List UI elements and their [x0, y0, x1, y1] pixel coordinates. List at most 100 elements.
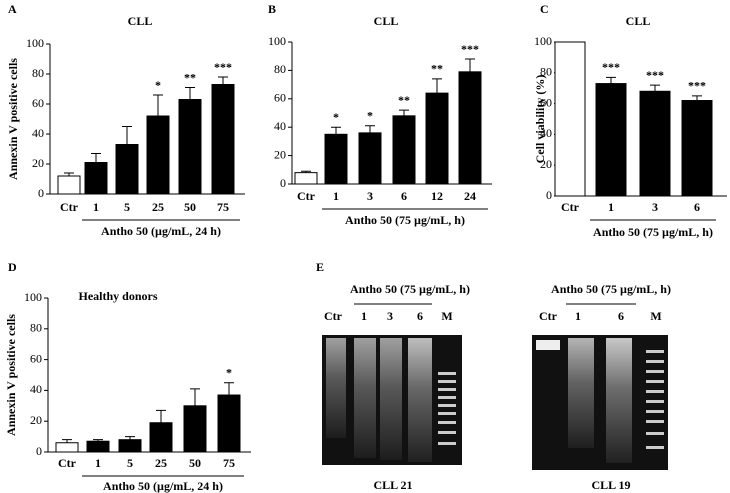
- significance: **: [431, 62, 443, 76]
- lane: [354, 338, 376, 458]
- y-tick-label: 40: [30, 382, 42, 396]
- panel-label: D: [8, 260, 17, 274]
- lane-label: M: [441, 309, 452, 323]
- x-tick-label: 75: [217, 200, 229, 214]
- chart-title: CLL: [626, 14, 651, 28]
- error-bar: [432, 78, 442, 94]
- x-tick-label: Ctr: [58, 456, 77, 470]
- bar: [458, 71, 482, 185]
- x-tick-label: Ctr: [297, 189, 316, 203]
- significance: **: [184, 70, 196, 84]
- bar: [294, 172, 318, 185]
- bar: [358, 132, 382, 185]
- y-tick-label: 40: [540, 126, 552, 140]
- significance: ***: [461, 42, 479, 56]
- bar: [178, 99, 202, 195]
- gel-header: Antho 50 (75 µg/mL, h): [350, 282, 470, 296]
- bar: [118, 439, 142, 453]
- x-tick-label: 75: [223, 456, 235, 470]
- y-tick-label: 0: [38, 186, 44, 200]
- y-tick-label: 20: [274, 147, 286, 161]
- bar: [425, 92, 449, 185]
- bar: [86, 440, 110, 453]
- ladder: [646, 350, 664, 449]
- y-tick-label: 100: [268, 34, 286, 48]
- y-tick-label: 40: [32, 126, 44, 140]
- y-tick-label: 80: [32, 66, 44, 80]
- error-bar: [153, 94, 163, 116]
- y-axis-label: Cell viability (%): [533, 75, 547, 164]
- y-axis-label: Annexin V positive cells: [4, 314, 18, 436]
- x-tick-label: 1: [95, 456, 101, 470]
- gel-image: [532, 335, 668, 470]
- error-bar: [224, 382, 234, 396]
- error-bar: [185, 87, 195, 100]
- x-tick-label: 24: [464, 189, 476, 203]
- error-bar: [606, 76, 616, 84]
- lane: [380, 338, 402, 460]
- y-tick-label: 0: [280, 176, 286, 190]
- significance: *: [155, 78, 161, 92]
- y-tick-label: 60: [30, 351, 42, 365]
- x-tick-label: 12: [431, 189, 443, 203]
- bar: [149, 422, 173, 453]
- error-bar: [156, 409, 166, 423]
- y-axis-label: Annexin V positive cells: [6, 58, 20, 180]
- lane-label: M: [650, 309, 661, 323]
- y-tick-label: 40: [274, 119, 286, 133]
- x-axis-label: Antho 50 (µg/mL, 24 h): [103, 479, 223, 493]
- error-bar: [122, 126, 132, 145]
- y-tick-label: 80: [30, 321, 42, 335]
- y-tick-label: 100: [24, 290, 42, 304]
- x-tick-label: 5: [124, 200, 130, 214]
- y-tick-label: 0: [36, 444, 42, 458]
- x-tick-label: 1: [93, 200, 99, 214]
- error-bar: [190, 388, 200, 406]
- bar: [57, 175, 81, 195]
- lane: [326, 338, 346, 438]
- x-axis-label: Antho 50 (75 µg/mL, h): [593, 225, 713, 239]
- chart-title: CLL: [128, 14, 153, 28]
- gel-header: Antho 50 (75 µg/mL, h): [551, 282, 671, 296]
- x-tick-label: 1: [608, 200, 614, 214]
- error-bar: [218, 76, 228, 85]
- chart-title: Healthy donors: [78, 289, 157, 303]
- ladder: [438, 372, 456, 445]
- bar: [324, 133, 348, 185]
- panel-label: E: [316, 260, 324, 274]
- y-tick-label: 0: [546, 188, 552, 202]
- y-tick-label: 60: [274, 91, 286, 105]
- lane-label: 3: [387, 309, 393, 323]
- gel-1: Antho 50 (75 µg/mL, h) Ctr 1 3 6 M CLL 2…: [322, 282, 470, 492]
- y-tick-label: 20: [30, 413, 42, 427]
- error-bar: [125, 436, 135, 440]
- bar: [115, 144, 139, 195]
- error-bar: [64, 172, 74, 176]
- y-tick-label: 80: [540, 65, 552, 79]
- error-bar: [465, 58, 475, 72]
- panel-label: C: [540, 2, 549, 16]
- significance: **: [398, 93, 410, 107]
- x-axis-label: Antho 50 (µg/mL, 24 h): [101, 224, 221, 238]
- significance: *: [333, 110, 339, 124]
- lane-label: 6: [417, 309, 423, 323]
- lane: [568, 338, 594, 448]
- error-bar: [650, 84, 660, 92]
- gel-caption: CLL 21: [373, 478, 412, 492]
- gel-2: Antho 50 (75 µg/mL, h) Ctr 1 6 M CLL 19: [532, 282, 671, 492]
- y-tick-label: 100: [534, 34, 552, 48]
- error-bar: [301, 170, 311, 173]
- x-tick-label: 1: [333, 189, 339, 203]
- lane-label: Ctr: [324, 309, 343, 323]
- significance: ***: [214, 60, 232, 74]
- x-tick-label: 3: [367, 189, 373, 203]
- x-tick-label: 6: [401, 189, 407, 203]
- error-bar: [692, 95, 702, 101]
- gel-caption: CLL 19: [591, 478, 630, 492]
- significance: ***: [602, 60, 620, 74]
- bar: [595, 83, 627, 197]
- error-bar: [331, 126, 341, 135]
- x-tick-label: 50: [189, 456, 201, 470]
- bar: [392, 115, 416, 185]
- x-axis-label: Antho 50 (75 µg/mL, h): [345, 213, 465, 227]
